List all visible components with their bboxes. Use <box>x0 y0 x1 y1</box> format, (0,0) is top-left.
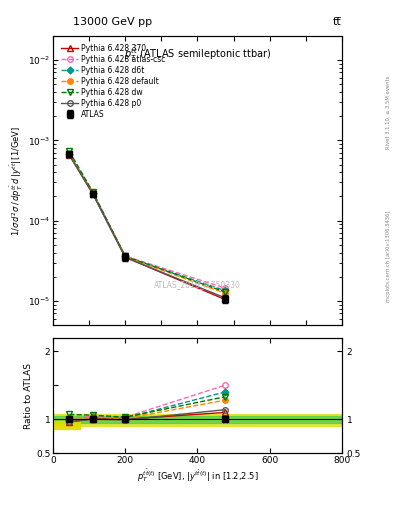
Line: Pythia 6.428 370: Pythia 6.428 370 <box>66 152 227 302</box>
Pythia 6.428 atlas-csc <box>67 151 72 157</box>
Pythia 6.428 default <box>222 290 227 296</box>
Pythia 6.428 atlas-csc <box>123 253 128 259</box>
Pythia 6.428 d6t <box>90 190 95 196</box>
Text: ATLAS_2019_I1750330: ATLAS_2019_I1750330 <box>154 280 241 289</box>
Line: Pythia 6.428 default: Pythia 6.428 default <box>66 152 227 296</box>
Pythia 6.428 p0 <box>222 294 227 301</box>
Legend: Pythia 6.428 370, Pythia 6.428 atlas-csc, Pythia 6.428 d6t, Pythia 6.428 default: Pythia 6.428 370, Pythia 6.428 atlas-csc… <box>60 42 167 120</box>
Pythia 6.428 atlas-csc <box>222 285 227 291</box>
Y-axis label: Ratio to ATLAS: Ratio to ATLAS <box>24 362 33 429</box>
Pythia 6.428 d6t <box>67 151 72 157</box>
Pythia 6.428 default <box>67 151 72 157</box>
Pythia 6.428 d6t <box>222 287 227 293</box>
Pythia 6.428 default <box>90 190 95 196</box>
Text: mcplots.cern.ch [arXiv:1306.3436]: mcplots.cern.ch [arXiv:1306.3436] <box>386 210 391 302</box>
Bar <box>53 416 342 422</box>
Line: Pythia 6.428 p0: Pythia 6.428 p0 <box>66 152 227 301</box>
Pythia 6.428 p0 <box>67 152 72 158</box>
Pythia 6.428 dw <box>222 289 227 295</box>
Pythia 6.428 370 <box>67 152 72 158</box>
Line: Pythia 6.428 d6t: Pythia 6.428 d6t <box>67 152 227 293</box>
Y-axis label: $1/\sigma\, d^2\sigma\, /\, dp_T^{t\bar{t}}\, d\,|y^{t\bar{t}}|\, [1/\mathrm{GeV: $1/\sigma\, d^2\sigma\, /\, dp_T^{t\bar{… <box>9 125 25 236</box>
Pythia 6.428 370 <box>123 254 128 260</box>
Pythia 6.428 dw <box>90 189 95 195</box>
Pythia 6.428 atlas-csc <box>90 189 95 196</box>
Text: $p_T^{t\bar{t}}$ (ATLAS semileptonic ttbar): $p_T^{t\bar{t}}$ (ATLAS semileptonic ttb… <box>124 45 271 63</box>
Line: Pythia 6.428 atlas-csc: Pythia 6.428 atlas-csc <box>66 152 227 291</box>
Line: Pythia 6.428 dw: Pythia 6.428 dw <box>66 148 227 294</box>
Pythia 6.428 d6t <box>123 253 128 260</box>
X-axis label: $p^{t\bar{t}(t)}_T$ [GeV], $|y^{t\bar{t}(t)}|$ in [1.2,2.5]: $p^{t\bar{t}(t)}_T$ [GeV], $|y^{t\bar{t}… <box>137 467 258 484</box>
Text: Rivet 3.1.10, ≥ 3.5M events: Rivet 3.1.10, ≥ 3.5M events <box>386 76 391 150</box>
Pythia 6.428 dw <box>67 148 72 155</box>
Pythia 6.428 p0 <box>90 191 95 197</box>
Pythia 6.428 370 <box>90 190 95 197</box>
Text: 13000 GeV pp: 13000 GeV pp <box>73 16 152 27</box>
Bar <box>53 414 342 426</box>
Pythia 6.428 p0 <box>123 254 128 261</box>
Pythia 6.428 default <box>123 253 128 260</box>
Text: tt̅: tt̅ <box>333 16 342 27</box>
Pythia 6.428 370 <box>222 296 227 302</box>
Pythia 6.428 dw <box>123 253 128 260</box>
